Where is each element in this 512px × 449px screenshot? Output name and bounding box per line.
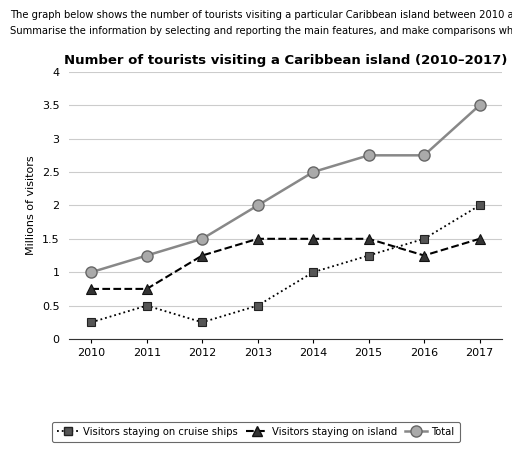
Text: The graph below shows the number of tourists visiting a particular Caribbean isl: The graph below shows the number of tour… [10,10,512,20]
Legend: Visitors staying on cruise ships, Visitors staying on island, Total: Visitors staying on cruise ships, Visito… [52,422,460,442]
Y-axis label: Millions of visitors: Millions of visitors [26,156,36,255]
Title: Number of tourists visiting a Caribbean island (2010–2017): Number of tourists visiting a Caribbean … [64,53,507,66]
Text: Summarise the information by selecting and reporting the main features, and make: Summarise the information by selecting a… [10,26,512,36]
